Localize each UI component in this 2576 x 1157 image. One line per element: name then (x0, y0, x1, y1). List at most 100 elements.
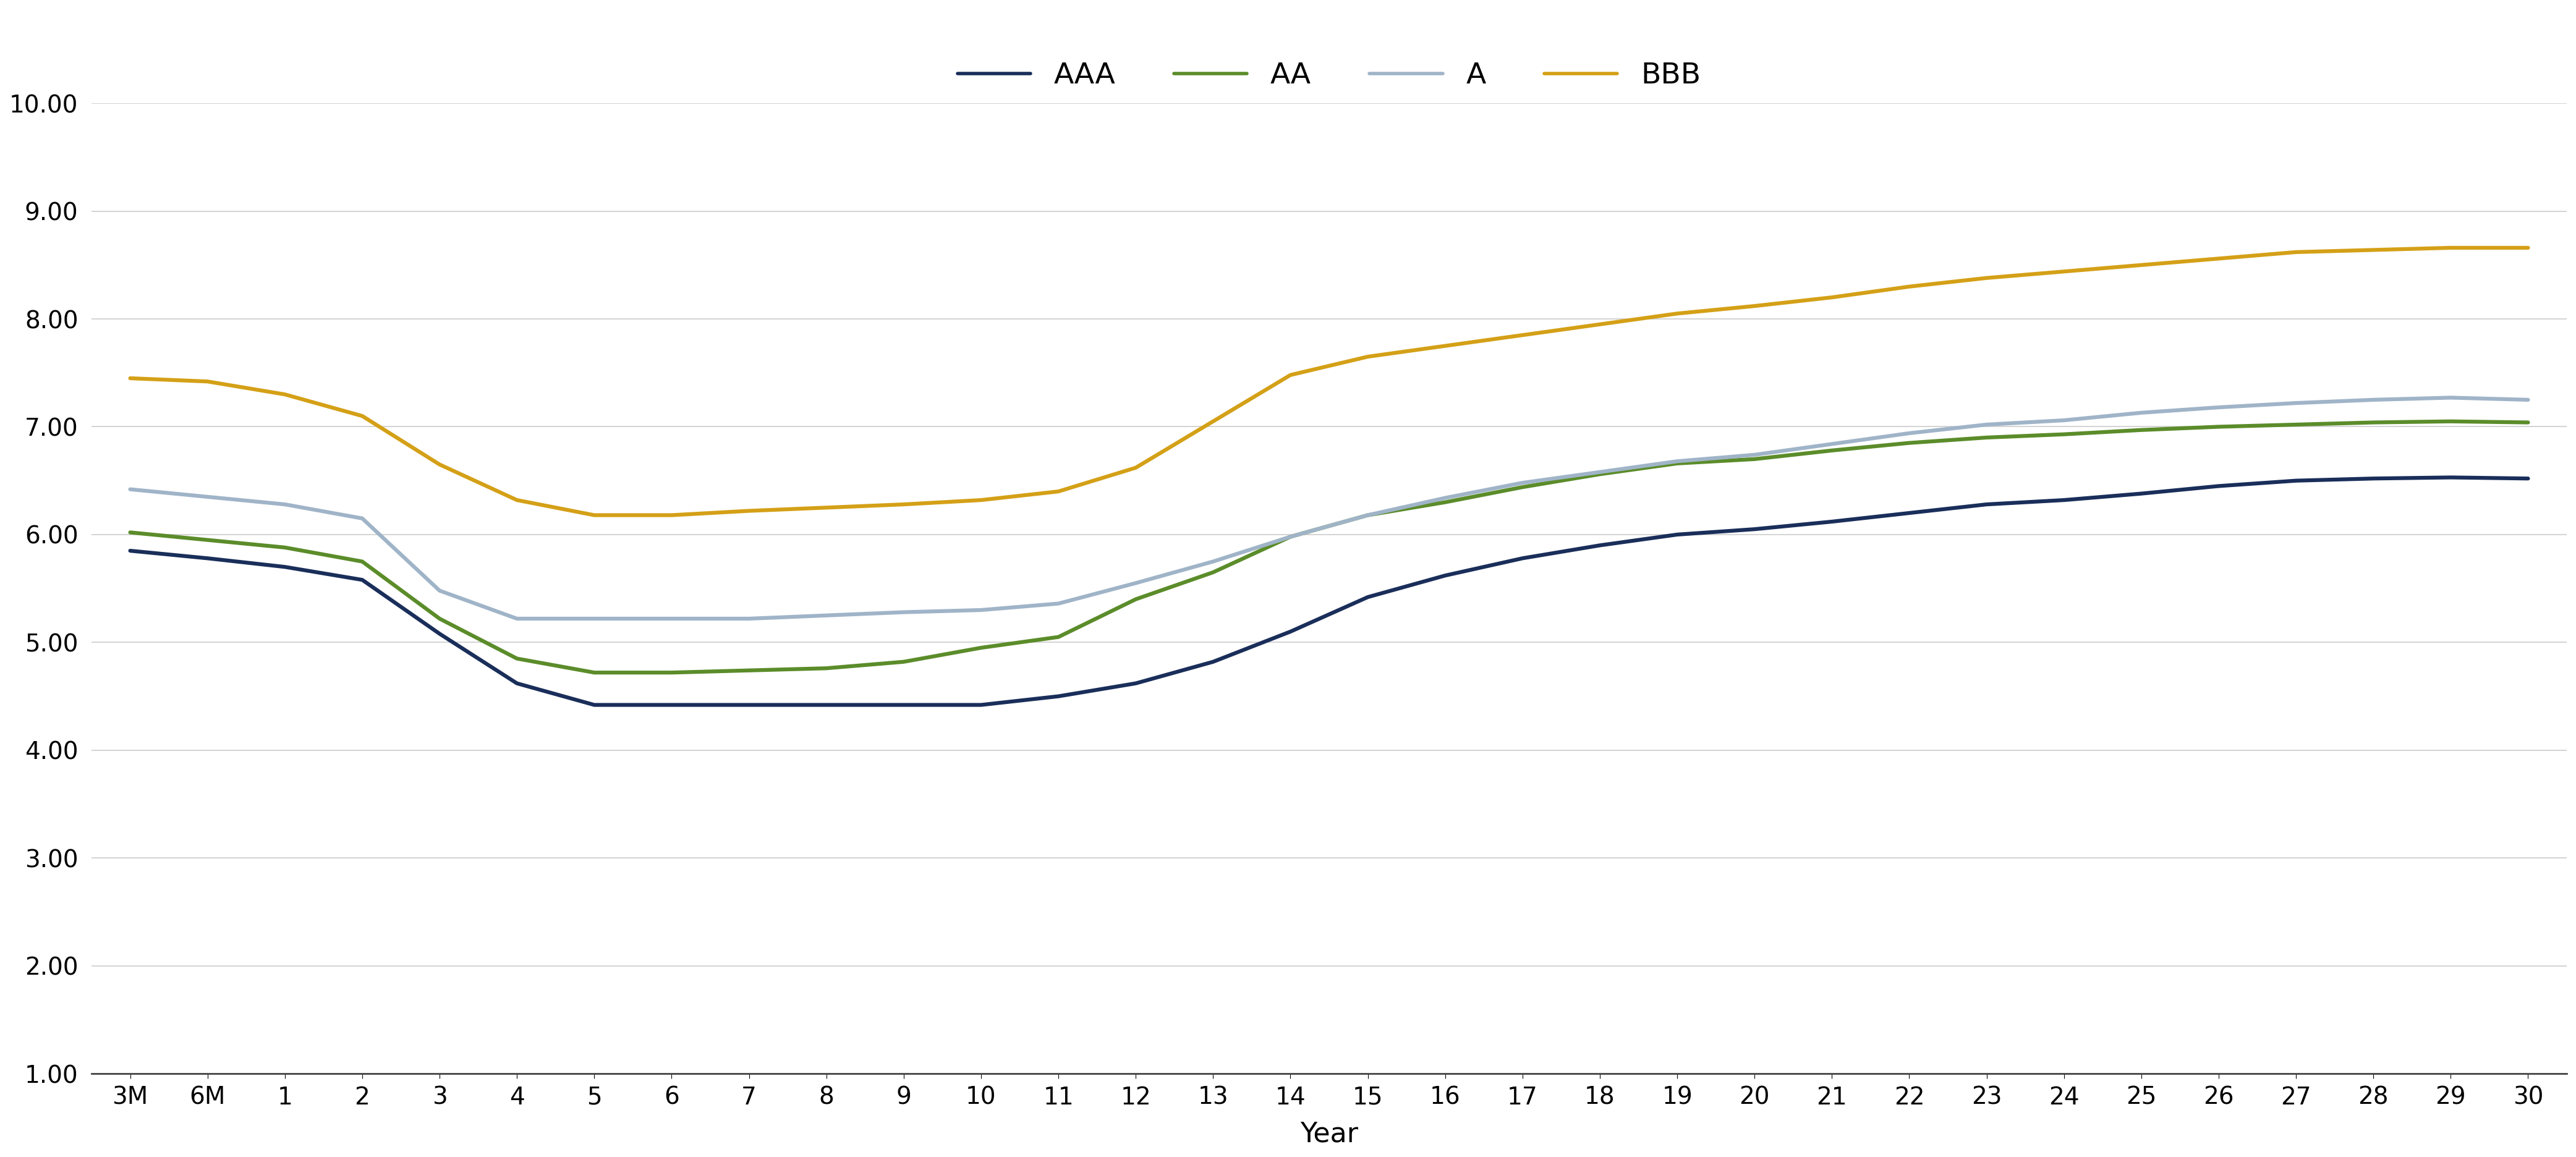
AAA (1507, 552, 1538, 566)
AAA (1275, 625, 1306, 639)
BBB (2125, 258, 2156, 272)
AA (1893, 436, 1924, 450)
AA (811, 662, 842, 676)
AAA (966, 698, 997, 712)
BBB (1352, 349, 1383, 363)
A (1584, 465, 1615, 479)
AA (116, 525, 147, 539)
BBB (1043, 485, 1074, 499)
AAA (2434, 471, 2465, 485)
AA (1121, 592, 1151, 606)
A (1739, 448, 1770, 462)
Line: AA: AA (131, 421, 2527, 672)
AAA (1043, 690, 1074, 703)
AA (425, 612, 456, 626)
A (1971, 418, 2002, 432)
BBB (2048, 265, 2079, 279)
BBB (811, 501, 842, 515)
AA (2048, 427, 2079, 441)
A (1198, 554, 1229, 568)
BBB (1662, 307, 1692, 320)
A (1275, 530, 1306, 544)
AAA (657, 698, 688, 712)
BBB (1275, 368, 1306, 382)
BBB (734, 504, 765, 518)
BBB (1198, 414, 1229, 428)
AA (1584, 467, 1615, 481)
AA (193, 533, 224, 547)
A (425, 583, 456, 597)
X-axis label: Year: Year (1301, 1121, 1358, 1148)
A (348, 511, 379, 525)
AA (1275, 530, 1306, 544)
A (657, 612, 688, 626)
AAA (1352, 590, 1383, 604)
BBB (657, 508, 688, 522)
AAA (1893, 506, 1924, 519)
AAA (1971, 498, 2002, 511)
BBB (1816, 290, 1847, 304)
BBB (966, 493, 997, 507)
A (1430, 491, 1461, 504)
AA (1971, 430, 2002, 444)
AA (1198, 566, 1229, 580)
Line: A: A (131, 398, 2527, 619)
AA (2357, 415, 2388, 429)
AAA (734, 698, 765, 712)
AAA (1584, 538, 1615, 552)
A (1816, 437, 1847, 451)
Line: BBB: BBB (131, 248, 2527, 515)
A (116, 482, 147, 496)
A (502, 612, 533, 626)
BBB (502, 493, 533, 507)
AAA (580, 698, 611, 712)
A (193, 489, 224, 503)
A (2357, 393, 2388, 407)
AAA (2202, 479, 2233, 493)
BBB (2280, 245, 2311, 259)
AAA (270, 560, 301, 574)
AAA (1816, 515, 1847, 529)
Line: AAA: AAA (131, 478, 2527, 705)
A (2280, 396, 2311, 410)
AA (734, 663, 765, 677)
AA (2125, 423, 2156, 437)
AAA (502, 677, 533, 691)
A (2202, 400, 2233, 414)
Legend: AAA, AA, A, BBB: AAA, AA, A, BBB (945, 50, 1713, 101)
A (734, 612, 765, 626)
BBB (2357, 243, 2388, 257)
AAA (1121, 677, 1151, 691)
BBB (193, 375, 224, 389)
AA (2202, 420, 2233, 434)
BBB (1430, 339, 1461, 353)
AA (348, 554, 379, 568)
AAA (2512, 472, 2543, 486)
BBB (348, 410, 379, 423)
A (270, 498, 301, 511)
AA (1739, 452, 1770, 466)
AAA (2357, 472, 2388, 486)
A (889, 605, 920, 619)
BBB (270, 388, 301, 401)
AA (1430, 495, 1461, 509)
A (2125, 406, 2156, 420)
A (966, 603, 997, 617)
AAA (1662, 528, 1692, 541)
A (1662, 455, 1692, 469)
AA (502, 651, 533, 665)
AAA (348, 573, 379, 587)
BBB (116, 371, 147, 385)
AAA (1430, 568, 1461, 582)
A (1121, 576, 1151, 590)
BBB (1739, 299, 1770, 312)
A (2512, 393, 2543, 407)
AA (1662, 457, 1692, 471)
A (811, 609, 842, 622)
A (1893, 426, 1924, 440)
AAA (2280, 473, 2311, 487)
BBB (1121, 460, 1151, 474)
BBB (889, 498, 920, 511)
A (1352, 508, 1383, 522)
AA (1816, 443, 1847, 457)
